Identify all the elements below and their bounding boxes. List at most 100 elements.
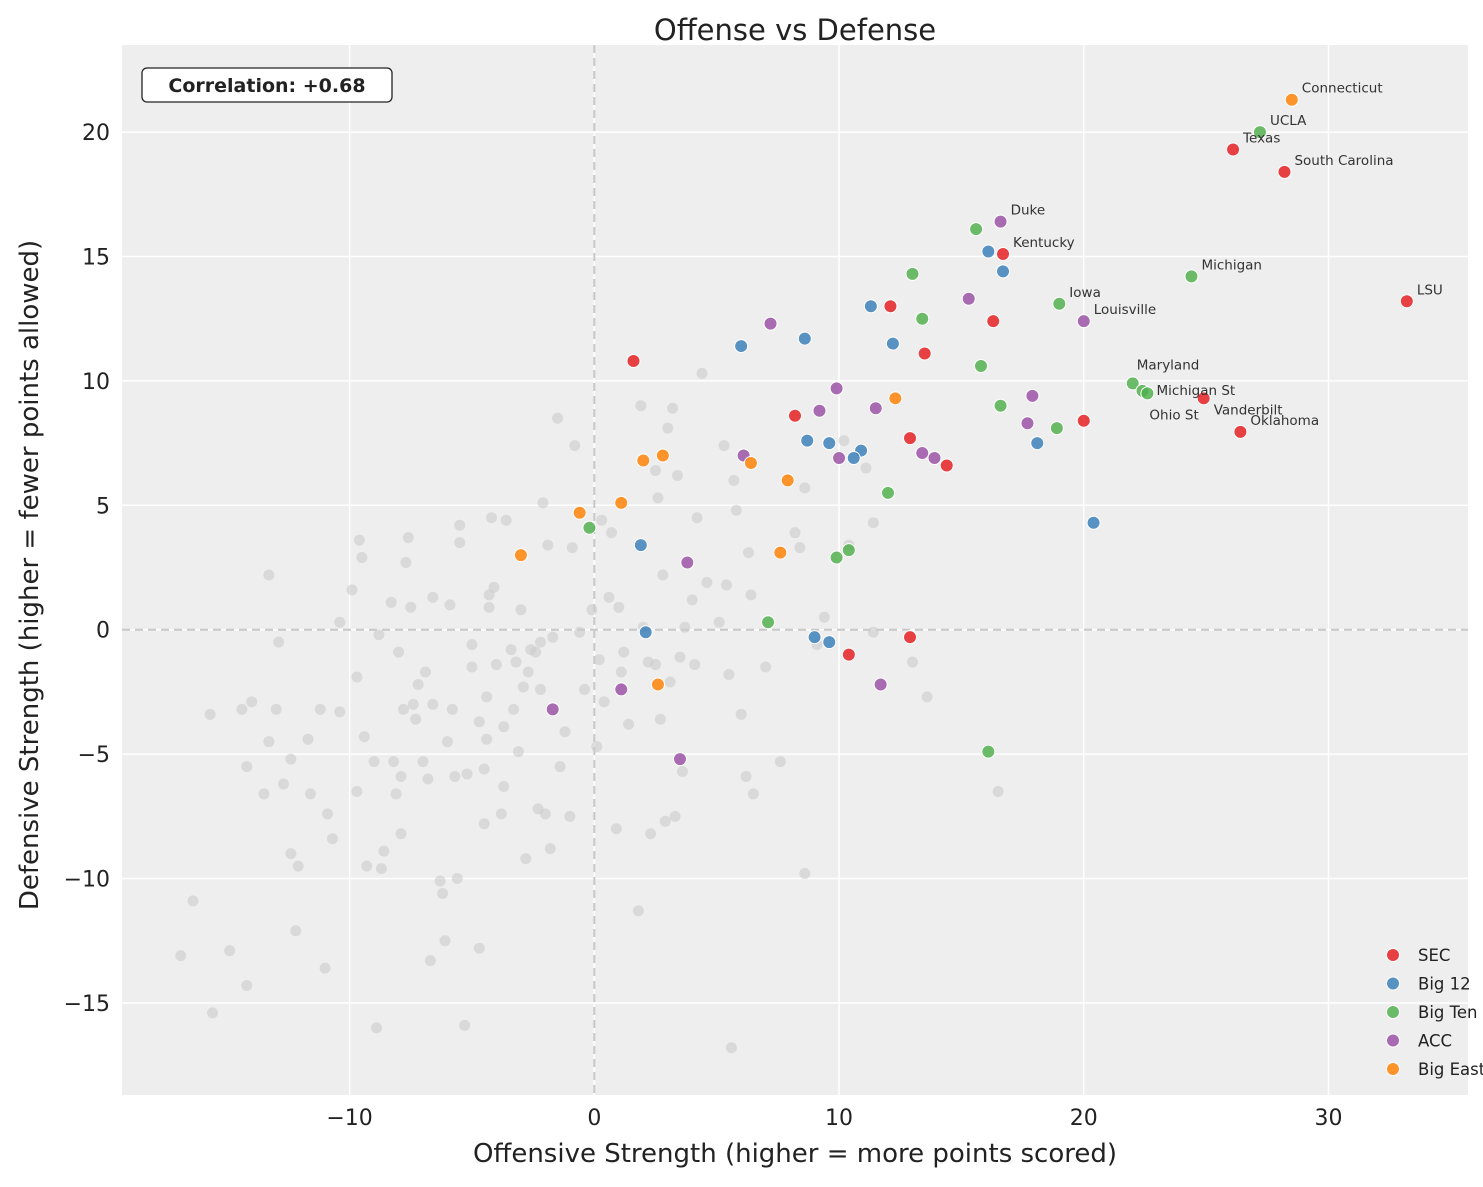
team-label: South Carolina	[1294, 153, 1393, 169]
other-team-point	[376, 863, 387, 874]
other-team-point	[657, 569, 668, 580]
other-team-point	[697, 368, 708, 379]
other-team-point	[679, 622, 690, 633]
other-team-point	[736, 709, 747, 720]
x-tick-label: 20	[1070, 1106, 1098, 1131]
team-point	[762, 616, 775, 629]
other-team-point	[672, 470, 683, 481]
other-team-point	[760, 662, 771, 673]
team-point	[916, 312, 929, 325]
team-point	[801, 434, 814, 447]
y-tick-label: −15	[64, 992, 110, 1017]
other-team-point	[474, 716, 485, 727]
x-tick-label: 10	[825, 1106, 853, 1131]
team-point	[634, 539, 647, 552]
team-point	[639, 626, 652, 639]
team-point	[627, 354, 640, 367]
team-point	[918, 347, 931, 360]
other-team-point	[860, 462, 871, 473]
team-point	[970, 223, 983, 236]
other-team-point	[466, 639, 477, 650]
other-team-point	[479, 764, 490, 775]
other-team-point	[278, 778, 289, 789]
team-point	[813, 404, 826, 417]
team-point	[906, 267, 919, 280]
other-team-point	[728, 475, 739, 486]
correlation-annotation: Correlation: +0.68	[142, 68, 392, 102]
team-point	[916, 447, 929, 460]
y-tick-label: 10	[82, 370, 110, 395]
team-point	[823, 636, 836, 649]
other-team-point	[701, 577, 712, 588]
team-point	[774, 546, 787, 559]
other-team-point	[391, 788, 402, 799]
other-team-point	[645, 828, 656, 839]
other-team-point	[545, 843, 556, 854]
team-point	[808, 631, 821, 644]
other-team-point	[263, 569, 274, 580]
team-label: Ohio St	[1149, 407, 1198, 423]
team-point	[1077, 414, 1090, 427]
team-point	[656, 449, 669, 462]
other-team-point	[320, 963, 331, 974]
other-team-point	[405, 602, 416, 613]
x-tick-label: 30	[1315, 1106, 1343, 1131]
other-team-point	[692, 512, 703, 523]
team-point	[830, 551, 843, 564]
team-label: Oklahoma	[1250, 413, 1319, 429]
other-team-point	[591, 741, 602, 752]
other-team-point	[373, 629, 384, 640]
other-team-point	[655, 714, 666, 725]
other-team-point	[518, 681, 529, 692]
other-team-point	[662, 423, 673, 434]
legend-label: Big East	[1418, 1060, 1483, 1079]
other-team-point	[542, 540, 553, 551]
other-team-point	[606, 527, 617, 538]
other-team-point	[623, 719, 634, 730]
y-axis-label: Defensive Strength (higher = fewer point…	[15, 240, 45, 910]
other-team-point	[302, 734, 313, 745]
other-team-point	[327, 833, 338, 844]
team-point	[637, 454, 650, 467]
legend-marker	[1387, 949, 1400, 962]
other-team-point	[547, 632, 558, 643]
other-team-point	[427, 699, 438, 710]
other-team-point	[486, 512, 497, 523]
team-label: Michigan	[1201, 257, 1262, 273]
team-point	[583, 521, 596, 534]
team-point	[1050, 422, 1063, 435]
other-team-point	[667, 403, 678, 414]
other-team-point	[273, 637, 284, 648]
other-team-point	[719, 440, 730, 451]
other-team-point	[799, 482, 810, 493]
other-team-point	[224, 945, 235, 956]
other-team-point	[993, 786, 1004, 797]
other-team-point	[315, 704, 326, 715]
other-team-point	[484, 602, 495, 613]
team-point	[997, 265, 1010, 278]
other-team-point	[187, 895, 198, 906]
other-team-point	[677, 766, 688, 777]
other-team-point	[559, 726, 570, 737]
other-team-point	[395, 828, 406, 839]
other-team-point	[794, 542, 805, 553]
team-label: Texas	[1242, 131, 1280, 147]
other-team-point	[564, 811, 575, 822]
team-label: Kentucky	[1013, 235, 1075, 251]
other-team-point	[775, 756, 786, 767]
other-team-point	[347, 584, 358, 595]
other-team-point	[508, 704, 519, 715]
other-team-point	[613, 602, 624, 613]
team-label: UCLA	[1270, 113, 1307, 129]
other-team-point	[790, 527, 801, 538]
other-team-point	[386, 597, 397, 608]
team-point	[673, 753, 686, 766]
other-team-point	[408, 699, 419, 710]
team-point	[842, 544, 855, 557]
other-team-point	[246, 696, 257, 707]
other-team-point	[515, 604, 526, 615]
other-team-point	[586, 604, 597, 615]
team-point	[789, 409, 802, 422]
other-team-point	[635, 400, 646, 411]
other-team-point	[535, 684, 546, 695]
